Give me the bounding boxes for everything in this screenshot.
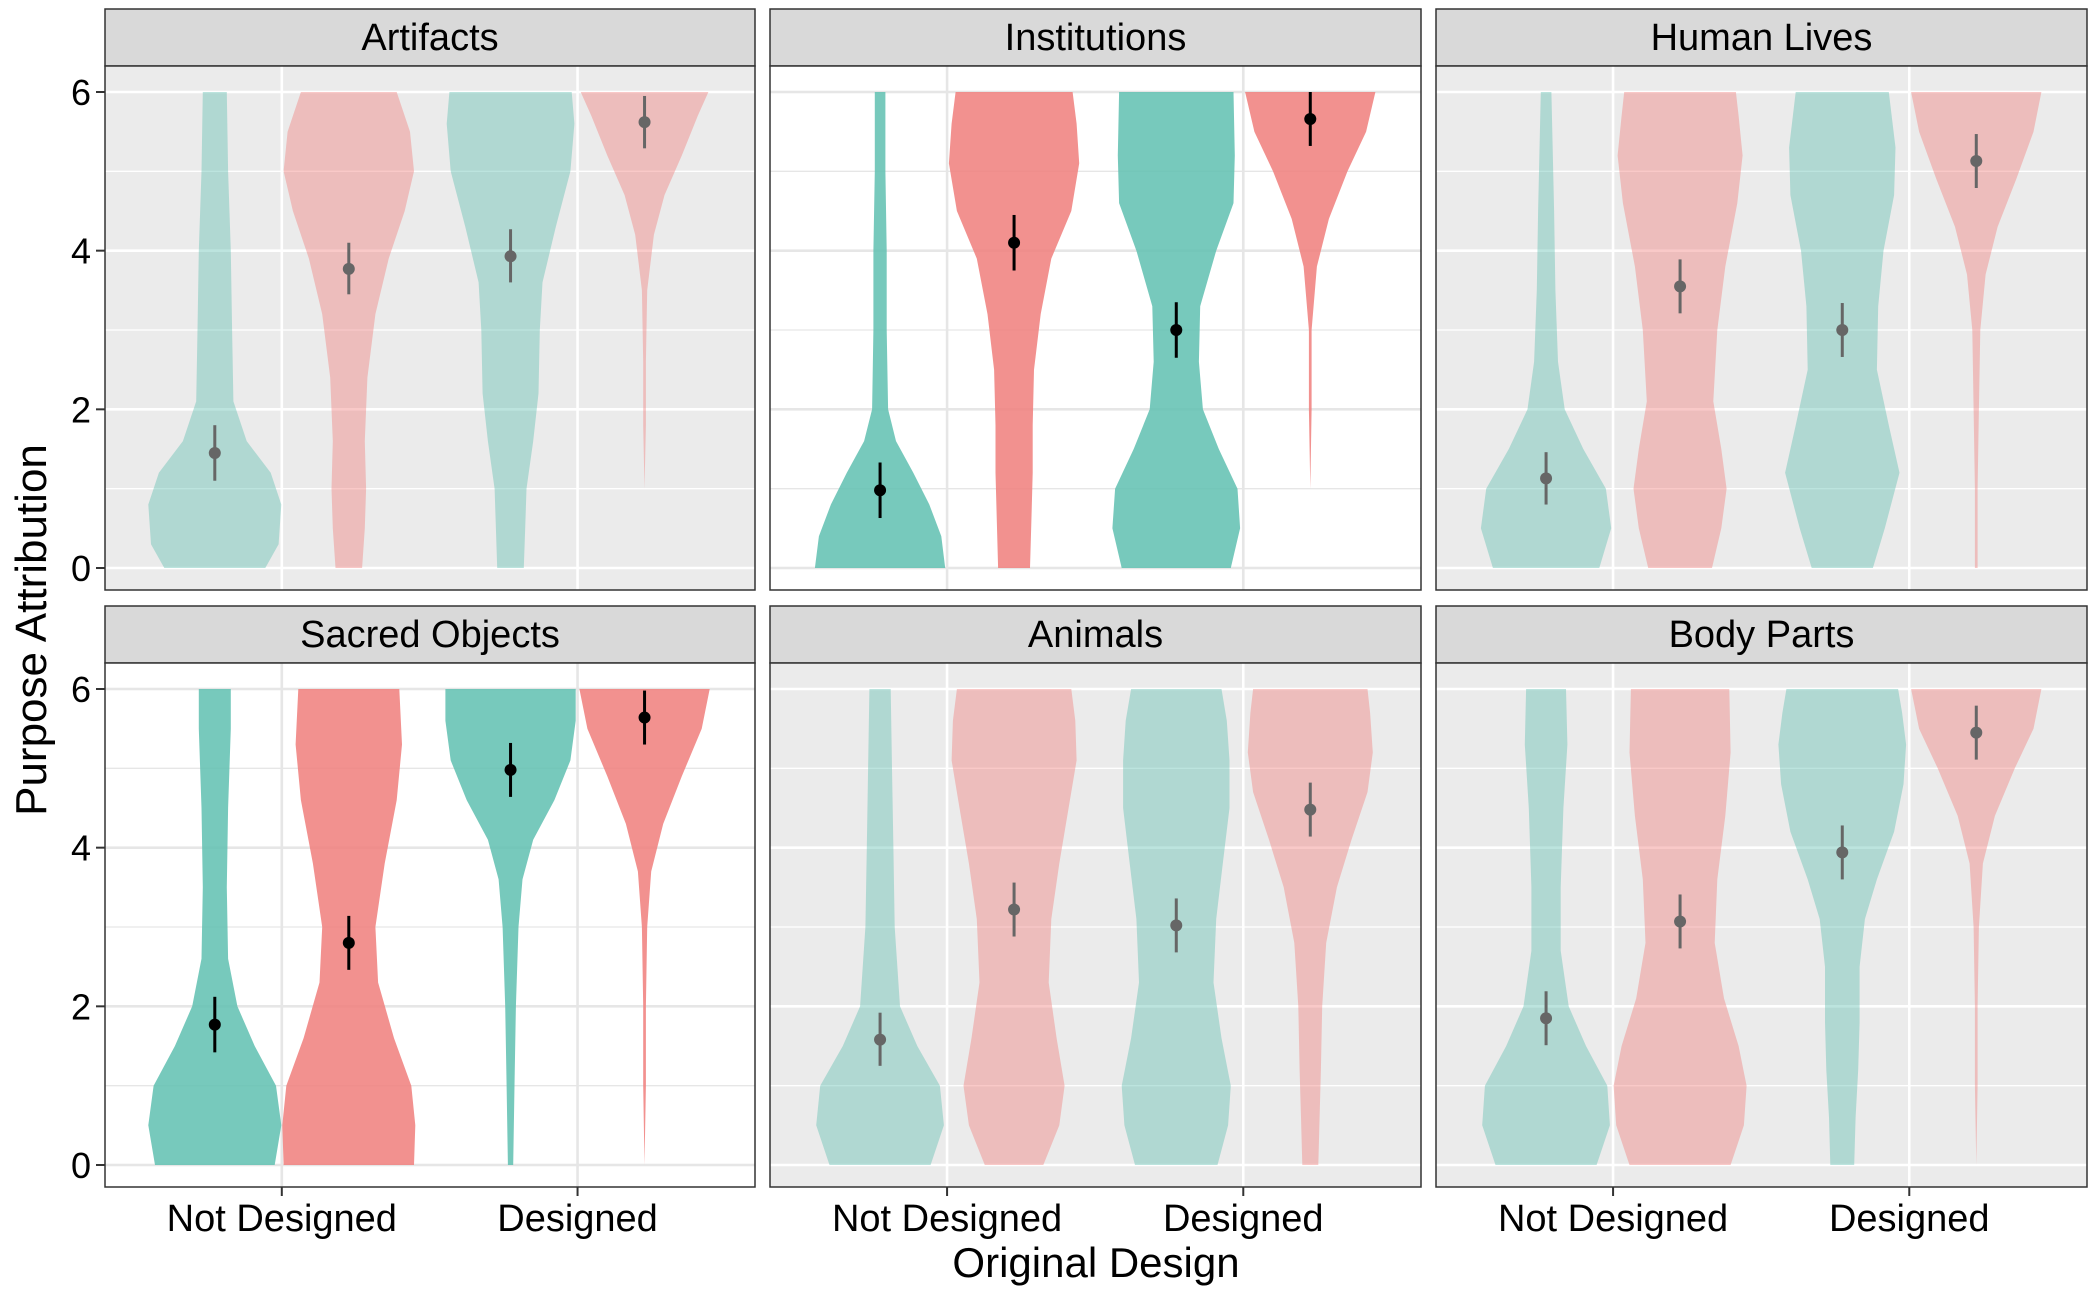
violin-human-lives-designed-red bbox=[1911, 92, 2042, 568]
mean-point bbox=[1540, 472, 1553, 485]
facet-strip-institutions bbox=[769, 8, 1422, 67]
panel-background-body-parts bbox=[1436, 663, 2087, 1187]
mean-point bbox=[208, 1018, 221, 1031]
y-tick-label: 6 bbox=[71, 669, 91, 710]
mean-point bbox=[1170, 919, 1183, 932]
facet-strip-animals bbox=[769, 605, 1422, 664]
facet-title: Body Parts bbox=[1669, 614, 1855, 656]
panel-background-human-lives bbox=[1436, 66, 2087, 590]
violin-institutions-not-designed-red bbox=[948, 92, 1080, 568]
violin-sacred-objects-designed-teal bbox=[445, 689, 576, 1165]
facet-title: Human Lives bbox=[1651, 17, 1873, 59]
facet-strip-artifacts bbox=[104, 8, 756, 67]
mean-point bbox=[1970, 726, 1983, 739]
panel-background-artifacts bbox=[105, 66, 755, 590]
violin-animals-not-designed-teal bbox=[816, 689, 944, 1165]
facet-title: Sacred Objects bbox=[300, 614, 560, 656]
y-tick-label: 4 bbox=[71, 828, 91, 869]
panel-border bbox=[104, 662, 756, 1188]
x-tick-label: Not Designed bbox=[167, 1198, 397, 1240]
mean-point bbox=[1970, 155, 1983, 168]
facet-strip-body-parts bbox=[1435, 605, 2088, 664]
mean-point bbox=[1304, 112, 1317, 125]
violin-institutions-not-designed-teal bbox=[814, 92, 946, 568]
y-tick-label: 4 bbox=[71, 231, 91, 272]
x-tick-label: Designed bbox=[497, 1198, 658, 1240]
mean-point bbox=[1836, 324, 1849, 336]
mean-point bbox=[504, 250, 517, 263]
violin-sacred-objects-not-designed-teal bbox=[148, 689, 282, 1165]
mean-point bbox=[638, 116, 651, 129]
facet-strip-human-lives bbox=[1435, 8, 2088, 67]
mean-point bbox=[1674, 915, 1687, 928]
violin-artifacts-not-designed-teal bbox=[148, 92, 282, 568]
mean-point bbox=[1836, 846, 1849, 859]
mean-point bbox=[874, 1033, 887, 1046]
panel-border bbox=[769, 662, 1422, 1188]
violin-institutions-designed-red bbox=[1245, 92, 1376, 489]
mean-point bbox=[1008, 903, 1021, 916]
panel-border bbox=[104, 65, 756, 591]
mean-point bbox=[1540, 1012, 1553, 1025]
mean-point bbox=[1170, 324, 1183, 336]
mean-point bbox=[638, 711, 651, 724]
violin-artifacts-designed-teal bbox=[446, 92, 575, 568]
facet-title: Animals bbox=[1028, 614, 1163, 656]
violin-sacred-objects-designed-red bbox=[579, 689, 710, 1165]
violin-body-parts-designed-red bbox=[1911, 689, 2042, 1165]
x-axis-title: Original Design bbox=[952, 1239, 1239, 1286]
y-tick-label: 2 bbox=[71, 986, 91, 1027]
x-tick-label: Designed bbox=[1829, 1198, 1990, 1240]
y-axis-title: Purpose Attribution bbox=[7, 444, 56, 816]
mean-point bbox=[342, 936, 355, 949]
x-tick-label: Not Designed bbox=[1498, 1198, 1728, 1240]
violin-body-parts-not-designed-teal bbox=[1482, 689, 1610, 1165]
violin-artifacts-not-designed-red bbox=[283, 92, 414, 568]
mean-point bbox=[342, 262, 355, 275]
mean-point bbox=[1304, 803, 1317, 816]
mean-point bbox=[1674, 280, 1687, 293]
y-tick-label: 0 bbox=[71, 548, 91, 589]
x-tick-label: Not Designed bbox=[832, 1198, 1062, 1240]
y-tick-label: 2 bbox=[71, 389, 91, 430]
facet-title: Artifacts bbox=[361, 17, 498, 59]
y-tick-label: 0 bbox=[71, 1145, 91, 1186]
facet-strip-sacred-objects bbox=[104, 605, 756, 664]
panel-border bbox=[1435, 65, 2088, 591]
mean-point bbox=[1008, 236, 1021, 249]
violin-human-lives-not-designed-red bbox=[1617, 92, 1743, 568]
mean-point bbox=[208, 446, 221, 459]
panel-border bbox=[1435, 662, 2088, 1188]
panel-border bbox=[769, 65, 1422, 591]
violin-human-lives-not-designed-teal bbox=[1480, 92, 1612, 568]
violin-body-parts-designed-teal bbox=[1778, 689, 1907, 1165]
mean-point bbox=[874, 484, 887, 497]
violin-artifacts-designed-red bbox=[580, 92, 709, 489]
violin-animals-designed-red bbox=[1247, 689, 1373, 1165]
x-tick-label: Designed bbox=[1163, 1198, 1324, 1240]
mean-point bbox=[504, 763, 517, 776]
facet-title: Institutions bbox=[1005, 17, 1187, 59]
panel-background-animals bbox=[770, 663, 1421, 1187]
y-tick-label: 6 bbox=[71, 72, 91, 113]
